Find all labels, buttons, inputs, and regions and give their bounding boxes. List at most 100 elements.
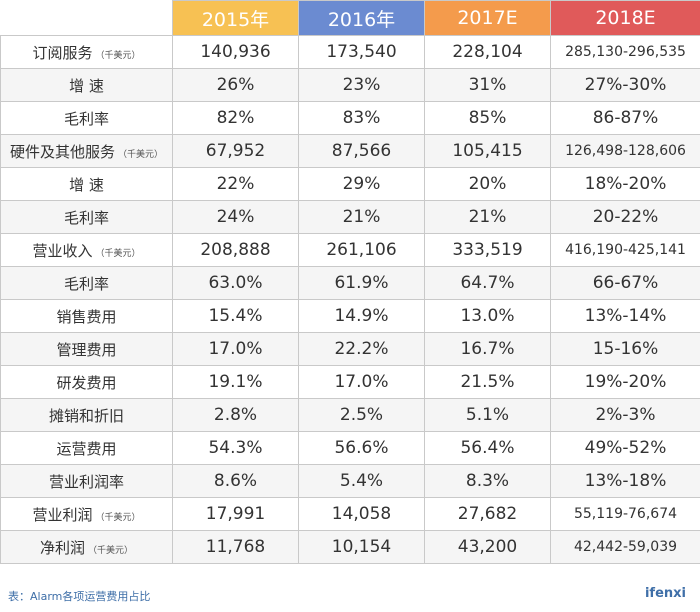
table-row: 毛利率 82% 83% 85% 86-87% xyxy=(0,101,700,135)
table-cell: 27%-30% xyxy=(550,68,700,102)
table-cell: 8.3% xyxy=(424,464,551,498)
row-label: 研发费用 xyxy=(0,365,173,399)
row-label-text: 营业收入 xyxy=(32,241,93,260)
table-cell: 29% xyxy=(298,167,425,201)
header-2017e: 2017E xyxy=(424,0,551,36)
table-cell: 64.7% xyxy=(424,266,551,300)
table-cell: 5.4% xyxy=(298,464,425,498)
header-2016: 2016年 xyxy=(298,0,425,36)
row-label: 摊销和折旧 xyxy=(0,398,173,432)
table-cell: 27,682 xyxy=(424,497,551,531)
table-cell: 18%-20% xyxy=(550,167,700,201)
table-row: 硬件及其他服务 （千美元） 67,952 87,566 105,415 126,498-1… xyxy=(0,134,700,168)
table-cell: 2%-3% xyxy=(550,398,700,432)
row-label: 毛利率 xyxy=(0,200,173,234)
row-label-text: 毛利率 xyxy=(63,208,109,227)
row-label: 毛利率 xyxy=(0,266,173,300)
table-row: 销售费用 15.4% 14.9% 13.0% 13%-14% xyxy=(0,299,700,333)
table-cell: 15-16% xyxy=(550,332,700,366)
table-cell: 11,768 xyxy=(172,530,299,564)
table-cell: 82% xyxy=(172,101,299,135)
row-unit: （千美元） xyxy=(118,149,164,160)
table-row: 订阅服务 （千美元） 140,936 173,540 228,104 285,130-29… xyxy=(0,35,700,69)
table-cell: 21% xyxy=(298,200,425,234)
row-label: 营业收入 （千美元） xyxy=(0,233,173,267)
row-label-text: 营业利润率 xyxy=(48,472,124,491)
table-cell: 23% xyxy=(298,68,425,102)
header-row: 2015年 2016年 2017E 2018E xyxy=(0,0,700,36)
table-row: 营业利润率 8.6% 5.4% 8.3% 13%-18% xyxy=(0,464,700,498)
table-cell: 5.1% xyxy=(424,398,551,432)
table-row: 毛利率 24% 21% 21% 20-22% xyxy=(0,200,700,234)
table-cell: 105,415 xyxy=(424,134,551,168)
row-label-text: 运营费用 xyxy=(56,439,117,458)
table-cell: 16.7% xyxy=(424,332,551,366)
table-cell: 261,106 xyxy=(298,233,425,267)
table-cell: 19.1% xyxy=(172,365,299,399)
table-cell: 54.3% xyxy=(172,431,299,465)
header-2018e: 2018E xyxy=(550,0,700,36)
table-cell: 61.9% xyxy=(298,266,425,300)
table-row: 营业收入 （千美元） 208,888 261,106 333,519 416,190-42… xyxy=(0,233,700,267)
row-unit: （千美元） xyxy=(95,50,141,61)
row-label-text: 摊销和折旧 xyxy=(48,406,124,425)
row-label-text: 订阅服务 xyxy=(32,43,93,62)
table-cell: 66-67% xyxy=(550,266,700,300)
table-cell: 13.0% xyxy=(424,299,551,333)
row-unit: （千美元） xyxy=(88,545,134,556)
brand-logo-text: ifenxi xyxy=(644,586,686,601)
table-cell: 416,190-425,141 xyxy=(550,233,700,267)
header-2015: 2015年 xyxy=(172,0,299,36)
row-label: 营业利润率 xyxy=(0,464,173,498)
table-cell: 42,442-59,039 xyxy=(550,530,700,564)
table-cell: 31% xyxy=(424,68,551,102)
row-label: 毛利率 xyxy=(0,101,173,135)
table-cell: 126,498-128,606 xyxy=(550,134,700,168)
table-cell: 20-22% xyxy=(550,200,700,234)
row-unit: （千美元） xyxy=(95,512,141,523)
table-cell: 2.8% xyxy=(172,398,299,432)
table-cell: 333,519 xyxy=(424,233,551,267)
table-cell: 63.0% xyxy=(172,266,299,300)
table-cell: 43,200 xyxy=(424,530,551,564)
table-cell: 87,566 xyxy=(298,134,425,168)
table-cell: 19%-20% xyxy=(550,365,700,399)
table-cell: 55,119-76,674 xyxy=(550,497,700,531)
table-cell: 17.0% xyxy=(298,365,425,399)
row-unit: （千美元） xyxy=(95,248,141,259)
row-label: 硬件及其他服务 （千美元） xyxy=(0,134,173,168)
row-label-text: 毛利率 xyxy=(63,109,109,128)
row-label-text: 硬件及其他服务 xyxy=(9,142,115,161)
table-row: 摊销和折旧 2.8% 2.5% 5.1% 2%-3% xyxy=(0,398,700,432)
table-cell: 83% xyxy=(298,101,425,135)
table-cell: 15.4% xyxy=(172,299,299,333)
table-row: 营业利润 （千美元） 17,991 14,058 27,682 55,119-76,674 xyxy=(0,497,700,531)
row-label-text: 研发费用 xyxy=(56,373,117,392)
table-cell: 67,952 xyxy=(172,134,299,168)
row-label-text: 增 速 xyxy=(69,76,104,95)
table-cell: 208,888 xyxy=(172,233,299,267)
table-cell: 20% xyxy=(424,167,551,201)
table-cell: 14.9% xyxy=(298,299,425,333)
row-label-text: 销售费用 xyxy=(56,307,117,326)
table-cell: 140,936 xyxy=(172,35,299,69)
table-cell: 49%-52% xyxy=(550,431,700,465)
row-label: 运营费用 xyxy=(0,431,173,465)
table-cell: 56.4% xyxy=(424,431,551,465)
table-cell: 21% xyxy=(424,200,551,234)
row-label: 销售费用 xyxy=(0,299,173,333)
table-row: 研发费用 19.1% 17.0% 21.5% 19%-20% xyxy=(0,365,700,399)
table-cell: 17.0% xyxy=(172,332,299,366)
table-cell: 24% xyxy=(172,200,299,234)
table-cell: 2.5% xyxy=(298,398,425,432)
row-label-text: 营业利润 xyxy=(32,505,93,524)
header-corner xyxy=(0,0,173,36)
table-cell: 13%-18% xyxy=(550,464,700,498)
table-row: 增 速 26% 23% 31% 27%-30% xyxy=(0,68,700,102)
row-label: 增 速 xyxy=(0,167,173,201)
table-cell: 22.2% xyxy=(298,332,425,366)
table-cell: 17,991 xyxy=(172,497,299,531)
row-label: 净利润 （千美元） xyxy=(0,530,173,564)
table-caption: 表：Alarm各项运营费用占比 xyxy=(8,590,151,603)
table-cell: 56.6% xyxy=(298,431,425,465)
